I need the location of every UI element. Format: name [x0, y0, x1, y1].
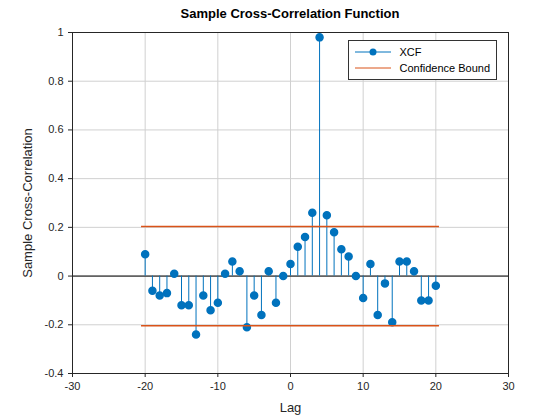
svg-text:10: 10	[357, 380, 369, 392]
svg-text:1: 1	[57, 26, 63, 38]
html-text:Confidence Bound: Confidence Bound	[399, 62, 490, 74]
svg-text:Lag: Lag	[280, 400, 302, 415]
svg-text:30: 30	[502, 380, 514, 392]
svg-text:Sample Cross-Correlation: Sample Cross-Correlation	[20, 128, 35, 278]
svg-text:-30: -30	[65, 380, 81, 392]
svg-text:20: 20	[430, 380, 442, 392]
svg-text:0: 0	[57, 270, 63, 282]
svg-text:-0.2: -0.2	[45, 318, 64, 330]
svg-text:0.4: 0.4	[48, 172, 63, 184]
svg-text:-20: -20	[137, 380, 153, 392]
svg-text:-0.4: -0.4	[45, 367, 64, 379]
html-text:Sample Cross-Correlation Funct: Sample Cross-Correlation Function	[180, 6, 400, 21]
svg-text:0: 0	[287, 380, 293, 392]
svg-text:0.2: 0.2	[48, 221, 63, 233]
html-text:XCF: XCF	[399, 46, 422, 58]
svg-text:0.6: 0.6	[48, 123, 63, 135]
svg-text:-10: -10	[210, 380, 226, 392]
svg-text:0.8: 0.8	[48, 75, 63, 87]
